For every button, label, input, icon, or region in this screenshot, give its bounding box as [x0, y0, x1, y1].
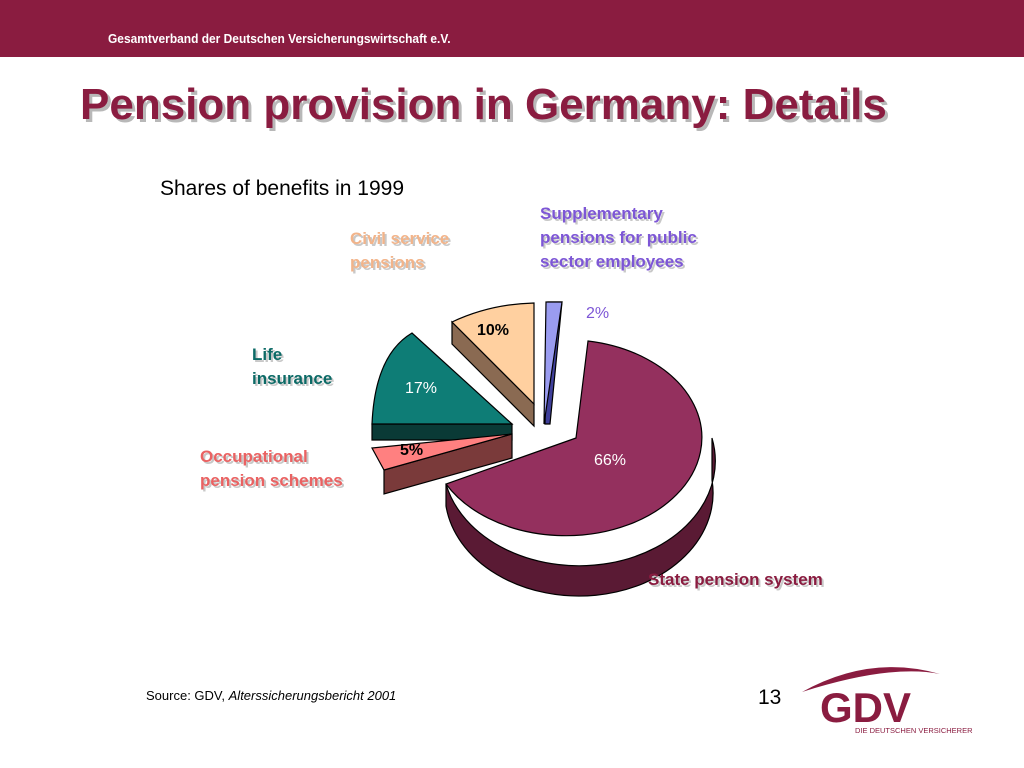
logo-swoosh: [802, 667, 940, 692]
data-label-supplementary: 2%: [586, 305, 609, 322]
chart-title: Shares of benefits in 1999: [160, 177, 405, 200]
gdv-logo: GDV DIE DEUTSCHEN VERSICHERER: [802, 667, 973, 735]
slice-state-pension: [445, 340, 716, 597]
slice-supplementary-top: [543, 301, 563, 425]
data-label-life-insurance: 17%: [405, 380, 437, 397]
organization-name: Gesamtverband der Deutschen Versicherung…: [108, 31, 451, 46]
legend-label-supplementary: Supplementary pensions for public sector…: [540, 204, 697, 271]
legend-label-civil-service: Civil service pensions: [350, 229, 450, 272]
slice-supplementary: [543, 301, 563, 425]
data-label-civil-service: 10%: [477, 322, 509, 339]
legend-label-life-insurance: Life insurance: [252, 345, 333, 388]
source-title: Alterssicherungsbericht 2001: [228, 688, 397, 703]
slice-civil-service-top: [450, 302, 535, 406]
page-number: 13: [758, 686, 782, 709]
slice-occupational: [371, 433, 513, 495]
slice-life-insurance-top: [371, 332, 514, 425]
slide-title: Pension provision in Germany: Details: [80, 80, 887, 129]
legend-label-occupational: Occupational pension schemes: [200, 447, 343, 490]
legend-label-state-pension: State pension system: [648, 570, 823, 589]
slice-state-pension-top: [445, 340, 703, 537]
source-prefix: Source: GDV,: [146, 688, 226, 703]
slice-occupational-top: [371, 433, 513, 471]
logo-tagline: DIE DEUTSCHEN VERSICHERER: [855, 726, 973, 735]
slice-civil-service: [450, 302, 535, 428]
header-bar: Gesamtverband der Deutschen Versicherung…: [0, 0, 1024, 57]
data-label-state: 66%: [594, 452, 626, 469]
logo-text: GDV: [820, 684, 911, 731]
data-label-occupational: 5%: [400, 442, 423, 459]
slice-state-pension-side: [445, 437, 716, 597]
source-note: Source: GDV, Alterssicherungsbericht 200…: [146, 688, 396, 703]
